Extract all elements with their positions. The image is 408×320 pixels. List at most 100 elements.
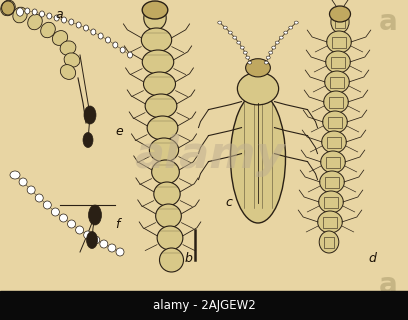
Bar [329,97,343,108]
Ellipse shape [144,6,166,30]
Ellipse shape [246,56,250,59]
Ellipse shape [331,11,349,33]
Ellipse shape [41,22,55,38]
Text: alamy - 2AJGEW2: alamy - 2AJGEW2 [153,299,255,312]
Ellipse shape [233,36,237,39]
Ellipse shape [269,51,273,54]
Ellipse shape [320,171,344,193]
Ellipse shape [319,191,343,213]
Ellipse shape [142,50,174,74]
Ellipse shape [76,22,81,28]
Ellipse shape [84,106,96,124]
Ellipse shape [248,61,252,64]
Ellipse shape [64,53,80,67]
Ellipse shape [35,194,43,202]
Ellipse shape [275,41,279,44]
Ellipse shape [16,8,24,16]
Ellipse shape [28,14,42,30]
Ellipse shape [75,226,84,234]
Bar [328,116,342,127]
Ellipse shape [231,93,286,223]
Bar [327,137,341,148]
Ellipse shape [319,231,339,253]
Ellipse shape [237,41,241,44]
Ellipse shape [84,25,89,31]
Ellipse shape [218,21,222,24]
Ellipse shape [52,31,68,45]
Ellipse shape [2,1,14,15]
Ellipse shape [141,28,172,52]
Bar [324,196,338,207]
Ellipse shape [10,171,20,179]
Ellipse shape [83,132,93,148]
Bar [330,76,344,87]
Ellipse shape [60,41,76,55]
Text: e: e [115,125,123,138]
Ellipse shape [47,13,52,19]
Text: a: a [55,8,62,21]
Ellipse shape [1,0,15,16]
Bar [0,291,408,320]
Ellipse shape [266,56,270,59]
Ellipse shape [327,31,351,53]
Ellipse shape [43,201,51,209]
Ellipse shape [318,211,342,233]
Ellipse shape [323,111,347,133]
Ellipse shape [289,26,293,29]
Ellipse shape [160,248,184,272]
Ellipse shape [98,33,103,39]
Ellipse shape [223,26,227,29]
Ellipse shape [156,204,181,228]
Bar [326,156,340,167]
Ellipse shape [54,15,59,21]
Text: b: b [185,252,193,265]
Ellipse shape [142,1,168,19]
Ellipse shape [237,72,279,105]
Ellipse shape [116,248,124,256]
Text: a: a [379,8,397,36]
Bar [335,17,345,28]
Ellipse shape [324,91,348,113]
Ellipse shape [264,61,268,64]
Ellipse shape [91,29,96,35]
Ellipse shape [120,47,125,53]
Ellipse shape [27,186,35,194]
Ellipse shape [68,220,75,228]
Ellipse shape [152,160,180,184]
Ellipse shape [60,214,67,222]
Ellipse shape [325,71,349,93]
Ellipse shape [25,8,30,14]
Ellipse shape [89,205,102,225]
Ellipse shape [330,6,350,22]
Text: f: f [115,218,120,231]
Ellipse shape [149,138,179,162]
Text: alamy: alamy [135,133,285,177]
Ellipse shape [100,240,108,248]
Ellipse shape [51,208,60,216]
Ellipse shape [284,31,288,34]
Ellipse shape [147,116,178,140]
Ellipse shape [322,131,346,153]
Ellipse shape [246,59,271,77]
Ellipse shape [279,36,283,39]
Ellipse shape [228,31,232,34]
Bar [331,57,345,68]
Ellipse shape [69,19,74,25]
Ellipse shape [62,17,67,23]
Ellipse shape [19,178,27,186]
Ellipse shape [127,52,133,58]
Ellipse shape [108,244,116,252]
Ellipse shape [321,151,345,173]
Ellipse shape [144,72,175,96]
Bar [324,236,335,247]
Text: c: c [225,196,232,209]
Ellipse shape [84,231,92,239]
Ellipse shape [60,65,75,79]
Text: a: a [379,271,397,299]
Ellipse shape [13,7,27,23]
Bar [325,177,339,188]
Ellipse shape [86,231,98,249]
Bar [323,217,337,228]
Ellipse shape [240,46,244,49]
Bar [332,36,346,47]
